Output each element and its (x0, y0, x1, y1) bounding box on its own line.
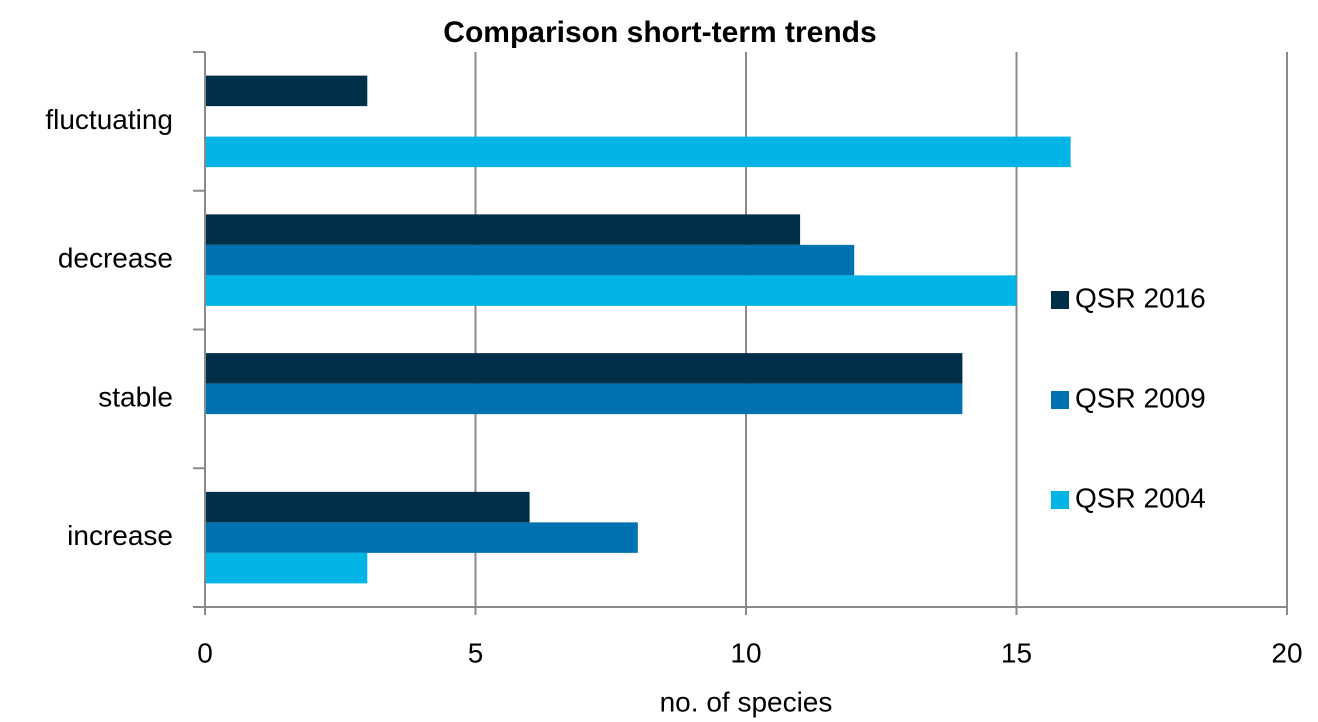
bar (205, 491, 530, 523)
legend-swatch (1051, 491, 1069, 509)
legend-label: QSR 2004 (1075, 482, 1206, 513)
bar (205, 353, 963, 384)
bar (205, 552, 368, 584)
x-tick-label: 15 (1001, 637, 1032, 668)
y-tick-label: decrease (58, 243, 173, 274)
bar (205, 136, 1071, 168)
bar (205, 75, 368, 107)
x-tick-label: 20 (1271, 637, 1302, 668)
x-tick-label: 10 (730, 637, 761, 668)
legend-swatch (1051, 291, 1069, 309)
x-tick-label: 5 (468, 637, 484, 668)
y-tick-label: fluctuating (45, 104, 173, 135)
y-tick-label: increase (67, 520, 173, 551)
bar (205, 244, 855, 276)
bar (205, 522, 638, 553)
x-tick-label: 0 (197, 637, 213, 668)
bar (205, 214, 801, 245)
x-axis-title: no. of species (660, 686, 833, 717)
bar (205, 275, 1017, 306)
chart-title: Comparison short-term trends (443, 16, 876, 49)
legend-swatch (1051, 391, 1069, 409)
bar (205, 383, 963, 415)
y-tick-label: stable (98, 381, 173, 412)
legend-label: QSR 2016 (1075, 282, 1206, 313)
legend-label: QSR 2009 (1075, 382, 1206, 413)
